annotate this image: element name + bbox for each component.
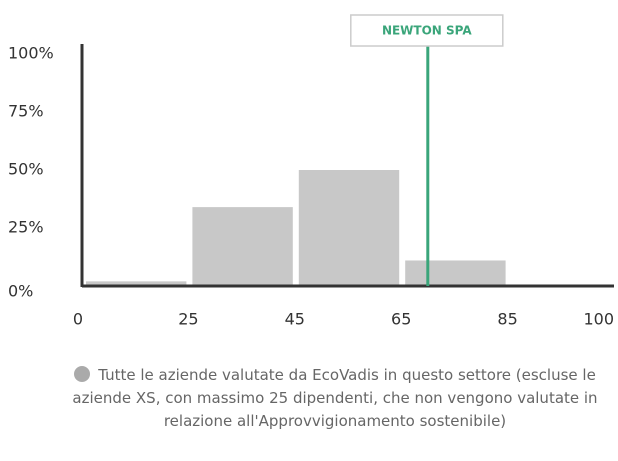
y-tick-label: 50% — [8, 160, 44, 179]
x-tick-label: 65 — [391, 310, 411, 329]
y-tick-label: 25% — [8, 218, 44, 237]
marker-label: NEWTON SPA — [382, 24, 472, 38]
y-tick-label: 75% — [8, 102, 44, 121]
x-tick-label: 85 — [497, 310, 517, 329]
chart: 0% 25% 50% 75% 100% 0 25 45 65 85 100 NEWTON SPA — [8, 14, 614, 329]
bar — [405, 260, 506, 286]
x-tick-label: 100 — [583, 310, 614, 329]
bar — [298, 170, 400, 286]
y-tick-label: 100% — [8, 44, 54, 63]
bar — [86, 281, 187, 286]
y-tick-label: 0% — [8, 282, 33, 301]
x-tick-label: 25 — [178, 310, 198, 329]
x-tick-label: 45 — [285, 310, 305, 329]
marker-box — [350, 14, 504, 47]
legend-label: Tutte le aziende valutate da EcoVadis in… — [72, 366, 598, 430]
x-tick-label: 0 — [73, 310, 83, 329]
legend: Tutte le aziende valutate da EcoVadis in… — [70, 364, 600, 433]
bar — [192, 207, 293, 286]
legend-swatch — [74, 366, 91, 382]
